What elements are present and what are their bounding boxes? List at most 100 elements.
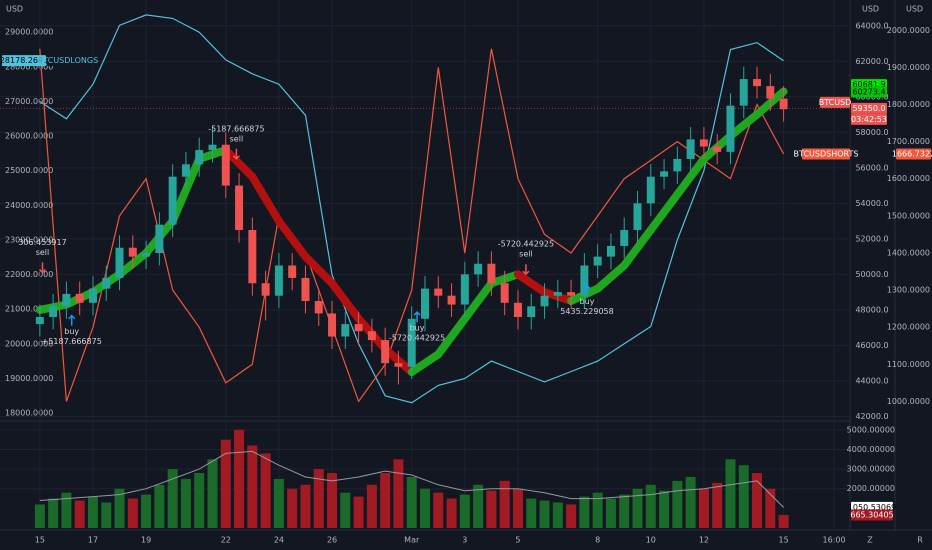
volume-bar <box>459 494 470 528</box>
x-tick-label: 17 <box>88 536 98 545</box>
shorts-name-tag-box <box>802 148 850 160</box>
price-tick-label: 44000.0 <box>855 376 888 385</box>
shorts-tick-label: 1400.0000 <box>887 248 930 257</box>
candle-body <box>739 79 748 106</box>
volume-bar <box>765 488 776 528</box>
x-tick-label: 8 <box>595 536 600 545</box>
ma-segment <box>168 154 204 226</box>
ma-segment <box>407 350 443 377</box>
volume-bar <box>313 469 324 528</box>
signal-amount: -5720.442925 <box>389 334 445 343</box>
price-tick-label: 46000.0 <box>855 341 888 350</box>
shorts-value-tag-box <box>896 148 931 160</box>
volume-bar <box>300 484 311 528</box>
candle-body <box>102 277 111 289</box>
ma-segment <box>274 217 310 261</box>
price-tick-label: 62000.0 <box>855 57 888 66</box>
volume-bar <box>725 459 736 528</box>
volume-bar <box>712 482 723 528</box>
volume-bar <box>340 492 351 528</box>
longs-tick-label: 25000.0000 <box>5 166 53 175</box>
ma-segment <box>593 261 629 293</box>
candle-body <box>181 164 190 177</box>
candle-body <box>646 176 655 204</box>
toolbar-button[interactable]: R <box>917 536 923 545</box>
volume-bar <box>327 473 338 528</box>
signal-amount: +5187.666875 <box>42 337 102 346</box>
ma-segment <box>301 252 337 288</box>
x-tick-label: 22 <box>221 536 231 545</box>
longs-tick-label: 21000.0000 <box>5 305 53 314</box>
candle-body <box>527 306 536 317</box>
volume-bar <box>605 498 616 528</box>
candle-body <box>673 158 682 172</box>
price-tick-label: 52000.0 <box>855 234 888 243</box>
candle-body <box>248 229 257 284</box>
currency-label: USD <box>6 5 23 14</box>
price-tag-box <box>851 86 887 98</box>
signal-side: buy <box>580 297 595 306</box>
x-tick-label: 3 <box>462 536 467 545</box>
candle-body <box>288 265 297 278</box>
volume-bar <box>446 498 457 528</box>
symbol-tag-box <box>820 96 850 108</box>
candle-body <box>235 185 244 230</box>
longs-tick-label: 26000.0000 <box>5 132 53 141</box>
signal-amount: -5187.666875 <box>208 124 264 133</box>
price-tick-label: 64000.0 <box>855 21 888 30</box>
shorts-tick-label: 1200.0000 <box>887 323 930 332</box>
volume-bar <box>287 488 298 528</box>
shorts-tick-label: 1700.0000 <box>887 137 930 146</box>
shorts-tick-label: 1000.0000 <box>887 397 930 406</box>
volume-bar <box>420 488 430 528</box>
candle-body <box>115 247 124 278</box>
volume-bar <box>74 500 85 528</box>
volume-bar <box>566 504 577 528</box>
shorts-tick-label: 2000.0000 <box>887 26 930 35</box>
candle-body <box>301 277 310 302</box>
longs-value-tag: 28178.2687 <box>0 56 48 65</box>
candle-body <box>580 265 589 296</box>
volume-bar <box>685 476 696 528</box>
price-tag: 60273.4 <box>852 87 885 96</box>
ma-segment <box>248 172 283 226</box>
longs-tick-label: 23000.0000 <box>5 235 53 244</box>
countdown-tag-box <box>851 113 887 125</box>
price-tick-label: 54000.0 <box>855 199 888 208</box>
symbol-tag: BTCUSD <box>819 98 852 107</box>
candle-body <box>606 245 615 257</box>
longs-tick-label: 20000.0000 <box>5 339 53 348</box>
shorts-tick-label: 1500.0000 <box>887 211 930 220</box>
x-tick-label: 15 <box>35 536 45 545</box>
toolbar-button[interactable]: Z <box>867 536 873 545</box>
longs-tick-label: 28000.0000 <box>5 62 53 71</box>
volume-tag-box <box>851 509 893 521</box>
candle-body <box>686 139 695 159</box>
volume-bar <box>273 478 284 528</box>
shorts-tick-label: 1600.0000 <box>887 174 930 183</box>
candle-body <box>88 288 97 303</box>
volume-bar <box>34 504 45 528</box>
x-tick-label: 24 <box>274 536 284 545</box>
volume-bar <box>207 459 218 528</box>
signal-amount: 306.453917 <box>18 238 66 247</box>
candle-body <box>75 293 84 303</box>
signal-arrow <box>413 311 421 323</box>
last-price-tag-box <box>851 102 887 114</box>
volume-bar <box>101 502 112 528</box>
volume-bar <box>632 488 643 528</box>
candle-body <box>633 203 642 230</box>
signal-arrow <box>583 284 591 296</box>
volume-bar <box>526 498 537 528</box>
volume-bar <box>393 459 404 528</box>
price-tick-label: 50000.0 <box>855 270 888 279</box>
x-tick-label: 26 <box>327 536 337 545</box>
shorts-name-tag: BTCUSDSHORTS <box>794 149 859 158</box>
candle-body <box>261 283 270 296</box>
candle-body <box>487 263 496 284</box>
candle-body <box>314 301 323 314</box>
